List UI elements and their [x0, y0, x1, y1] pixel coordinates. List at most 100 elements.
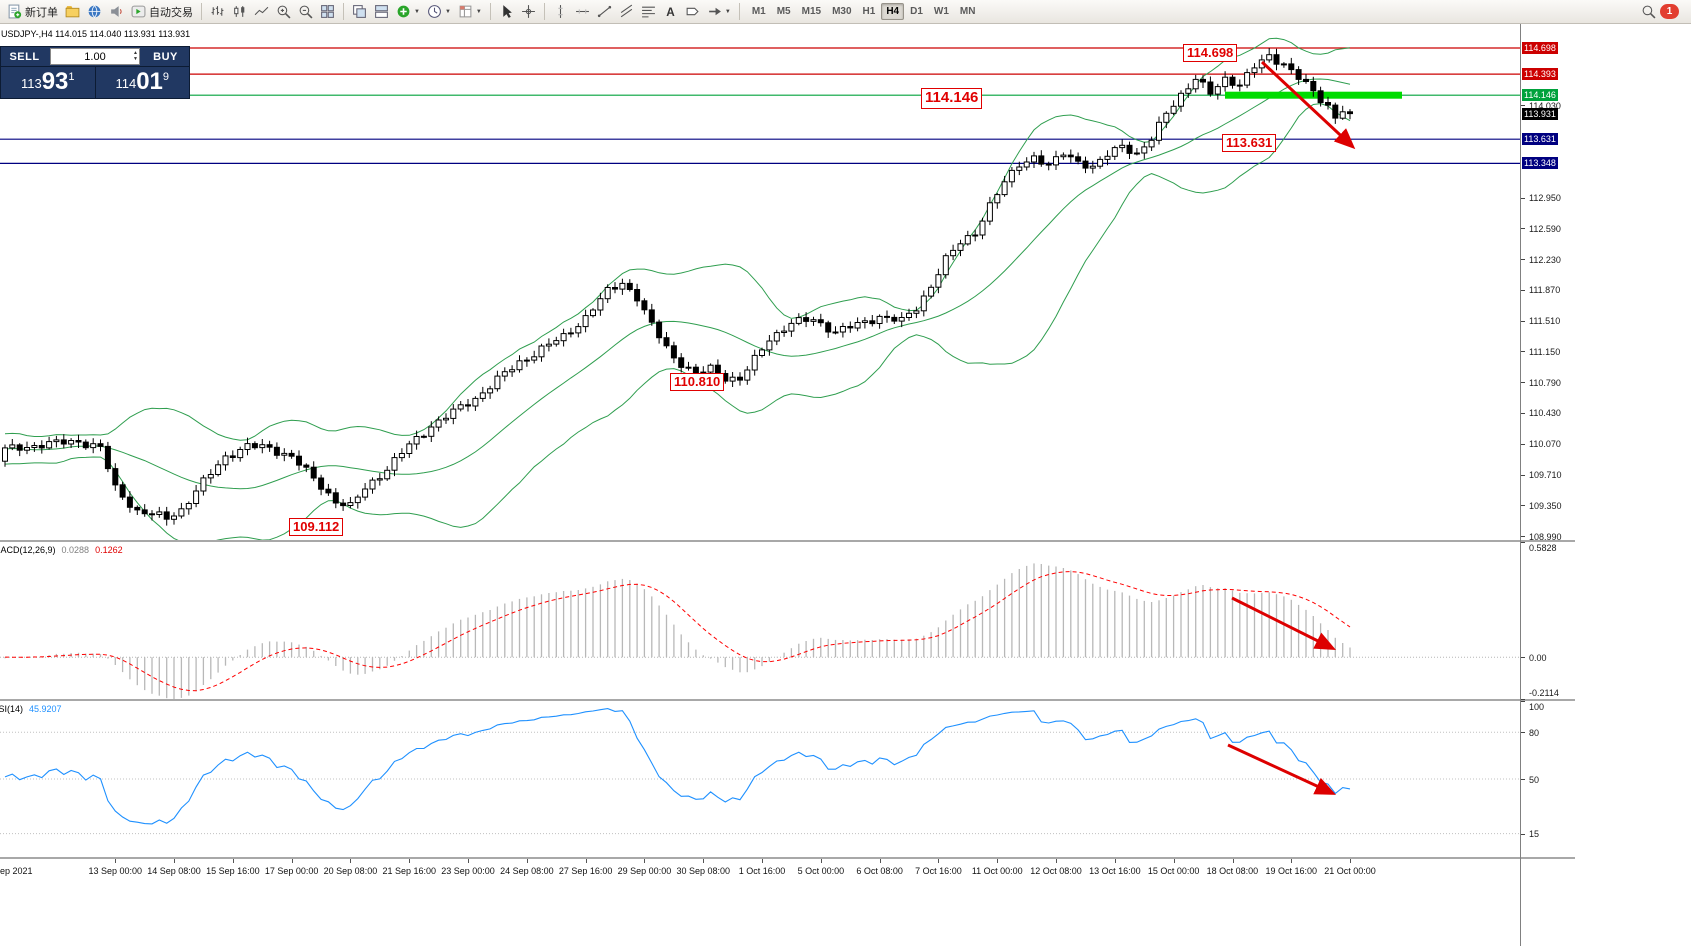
alerts-button[interactable]: [106, 2, 127, 22]
toolbar-separator: [201, 3, 202, 20]
price-annotation[interactable]: 110.810: [670, 373, 725, 392]
price-annotation[interactable]: 114.698: [1183, 44, 1238, 63]
price-annotation[interactable]: 114.146: [921, 88, 983, 109]
autotrading-button[interactable]: 自动交易: [128, 2, 196, 22]
scale-tick-mark: [1521, 474, 1525, 476]
crosshair-tool-button[interactable]: [518, 2, 539, 22]
trendline-icon: [597, 5, 612, 18]
new-order-label: 新订单: [25, 6, 58, 19]
shapes-tool-button[interactable]: ▼: [704, 2, 734, 22]
volume-input[interactable]: 1.00 ▲ ▼: [50, 48, 140, 65]
cursor-icon: [503, 5, 512, 18]
text-tool-button[interactable]: A: [660, 2, 681, 22]
indicators-button[interactable]: ▼: [393, 2, 423, 22]
bid-integer: 113: [20, 76, 42, 91]
ask-pips: 01: [136, 68, 163, 95]
rsi-name: RSI(14): [0, 704, 24, 714]
price-annotation[interactable]: 113.631: [1222, 134, 1277, 153]
horizontal-line-tool-button[interactable]: [572, 2, 593, 22]
zoom-in-button[interactable]: [273, 2, 294, 22]
templates-button[interactable]: ▼: [455, 2, 485, 22]
timeframe-mn[interactable]: MN: [959, 6, 976, 17]
panel-separator[interactable]: [0, 540, 1575, 542]
timeframe-h4[interactable]: H4: [881, 3, 905, 20]
price-line-label: 113.931: [1522, 107, 1558, 120]
rsi-indicator-panel[interactable]: [0, 701, 1520, 857]
macd-indicator-panel[interactable]: [0, 542, 1520, 699]
panel-separator[interactable]: [0, 857, 1575, 859]
price-annotation[interactable]: 109.112: [289, 518, 344, 537]
line-chart-type-button[interactable]: [251, 2, 272, 22]
crosshair-icon: [521, 5, 535, 18]
price-line-label: 113.348: [1522, 157, 1558, 170]
time-label: 21 Sep 16:00: [382, 866, 437, 876]
buy-label: BUY: [153, 50, 178, 63]
main-price-chart[interactable]: [0, 24, 1520, 540]
dropdown-caret-icon: ▼: [444, 8, 451, 15]
scale-tick-label: 112.590: [1529, 223, 1561, 234]
scale-tick-label: 108.990: [1529, 531, 1562, 542]
time-label: 24 Sep 08:00: [500, 866, 554, 876]
text-label-tool-button[interactable]: [682, 2, 703, 22]
time-tick-mark: [997, 859, 999, 863]
vertical-line-tool-button[interactable]: [550, 2, 571, 22]
spin-down-icon[interactable]: ▼: [133, 56, 138, 62]
cursor-tool-button[interactable]: [496, 2, 517, 22]
time-tick-mark: [1056, 859, 1057, 863]
new-order-button[interactable]: 新订单: [4, 2, 61, 22]
periods-button[interactable]: ▼: [424, 2, 454, 22]
timeframe-h1[interactable]: H1: [862, 6, 876, 17]
time-tick-mark: [585, 859, 587, 863]
buy-button[interactable]: 114 01 9: [96, 67, 190, 99]
zoom-out-icon: [299, 5, 313, 19]
time-label: 19 Oct 16:00: [1265, 866, 1318, 876]
sell-label: SELL: [9, 50, 40, 63]
profiles-folder-icon: [65, 6, 80, 18]
scale-tick-mark: [1521, 505, 1525, 507]
candlestick-type-button[interactable]: [229, 2, 250, 22]
timeframe-m1[interactable]: M1: [751, 6, 766, 17]
market-watch-button[interactable]: [84, 2, 105, 22]
time-label: 20 Sep 08:00: [323, 866, 378, 876]
time-tick-mark: [232, 859, 234, 863]
timeframe-m15[interactable]: M15: [801, 6, 822, 17]
notification-badge[interactable]: 1: [1660, 4, 1679, 19]
scale-tick-mark: [1521, 542, 1525, 543]
arrange-windows-button[interactable]: [371, 2, 392, 22]
timeframe-w1[interactable]: W1: [933, 6, 949, 17]
price-line-label: 114.698: [1522, 42, 1558, 54]
panel-separator[interactable]: [0, 699, 1575, 701]
scale-tick-label: 110.070: [1529, 439, 1561, 450]
trendline-tool-button[interactable]: [594, 2, 615, 22]
timeframe-m5[interactable]: M5: [776, 6, 791, 17]
spin-up-icon[interactable]: ▲: [133, 50, 138, 56]
time-tick-mark: [879, 859, 881, 863]
scale-tick-label: 110.430: [1529, 408, 1561, 419]
tile-windows-button[interactable]: [317, 2, 338, 22]
time-label: 15 Sep 16:00: [206, 866, 260, 876]
timeframe-m30[interactable]: M30: [832, 6, 852, 17]
bid-point: 1: [68, 71, 75, 83]
channel-tool-button[interactable]: [616, 2, 637, 22]
cascade-windows-button[interactable]: [349, 2, 370, 22]
sell-button[interactable]: 113 93 1: [1, 67, 96, 99]
bar-chart-type-button[interactable]: [207, 2, 228, 22]
price-scale[interactable]: 114.030 112.950 112.590 112.230 111.870 111.5…: [1520, 24, 1576, 946]
scale-tick-mark: [1521, 833, 1525, 835]
zoom-out-button[interactable]: [295, 2, 316, 22]
scale-tick-label: 50: [1529, 774, 1540, 785]
scale-tick-mark: [1521, 289, 1525, 291]
time-axis[interactable]: ep 2021 13 Sep 00:00 14 Sep 08:00 15 Sep 16…: [0, 859, 1575, 885]
scale-tick-label: 109.710: [1529, 470, 1562, 480]
arrange-windows-icon: [375, 5, 388, 18]
time-tick-mark: [174, 859, 175, 863]
fibonacci-tool-button[interactable]: [638, 2, 659, 22]
toolbar-separator: [738, 3, 740, 20]
one-click-prices: 113 93 1 114 01 9: [1, 67, 189, 99]
volume-spinner[interactable]: ▲ ▼: [133, 50, 138, 62]
search-button[interactable]: [1638, 2, 1659, 22]
timeframe-d1[interactable]: D1: [910, 6, 923, 17]
profiles-button[interactable]: [62, 2, 83, 22]
time-label: 27 Sep 16:00: [558, 866, 613, 876]
